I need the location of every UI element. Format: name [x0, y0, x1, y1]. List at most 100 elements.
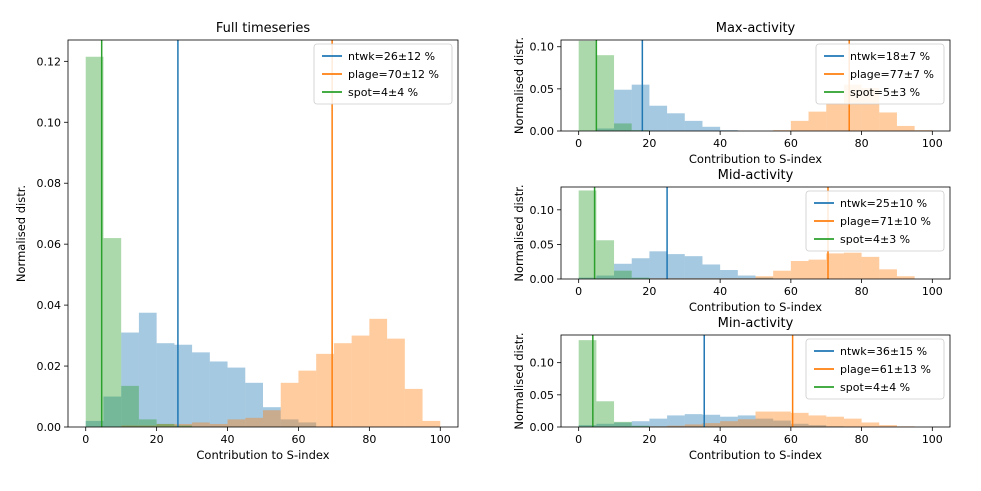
x-tick-label: 100 [922, 433, 943, 446]
chart-title: Mid-activity [718, 168, 794, 183]
y-tick-label: 0.10 [530, 41, 555, 54]
bar-plage [174, 423, 193, 427]
legend-entry-plage: plage=61±13 % [840, 363, 931, 376]
bar-plage [773, 411, 791, 427]
y-ticks: 0.00 0.05 0.10 [530, 41, 561, 138]
bar-ntwk [684, 120, 703, 131]
legend-entry-spot: spot=4±4 % [348, 86, 418, 99]
x-axis-label: Contribution to S-index [689, 152, 822, 166]
x-ticks: 0 20 40 60 80 100 [575, 131, 943, 150]
y-axis-label: Normalised distr. [512, 184, 526, 281]
bar-spot [121, 385, 139, 427]
bar-plage [720, 421, 738, 427]
bar-ntwk [578, 277, 597, 279]
legend-box [815, 43, 945, 105]
bar-ntwk [649, 105, 668, 131]
x-tick-label: 20 [642, 137, 656, 150]
bar-ntwk [720, 416, 738, 427]
bar-ntwk [684, 256, 703, 279]
bar-plage [138, 425, 157, 427]
bar-ntwk [174, 344, 193, 427]
chart-min: Min-activity 0 20 40 60 80 100 0.00 0.05 0.10 Cont… [512, 316, 951, 462]
bar-ntwk [702, 264, 721, 279]
bar-plage [667, 425, 685, 427]
bar-plage [333, 343, 352, 427]
bar-plage [808, 111, 827, 131]
bar-ntwk [720, 130, 738, 131]
y-ticks: 0.00 0.05 0.10 [530, 357, 561, 434]
bar-plage [684, 424, 703, 427]
x-tick-label: 60 [291, 433, 305, 446]
bar-plage [773, 270, 791, 279]
legend: ntwk=18±7 % plage=77±7 % spot=5±3 % [815, 43, 945, 105]
bar-plage [896, 125, 915, 131]
bar-ntwk [121, 332, 139, 427]
legend-entry-spot: spot=4±4 % [840, 381, 910, 394]
bars-ntwk [578, 414, 844, 427]
bar-plage [404, 388, 423, 427]
bar-ntwk [667, 415, 685, 427]
x-tick-label: 80 [855, 433, 869, 446]
y-tick-label: 0.06 [37, 238, 62, 251]
bar-plage [702, 423, 721, 427]
y-tick-label: 0.04 [37, 299, 62, 312]
bar-plage [790, 412, 809, 427]
bar-plage [896, 276, 915, 279]
bar-plage [245, 417, 263, 427]
x-tick-label: 20 [642, 433, 656, 446]
bar-ntwk [614, 263, 632, 279]
bar-ntwk [702, 126, 721, 131]
bar-ntwk [808, 425, 827, 427]
chart-title: Max-activity [716, 21, 796, 36]
legend-entry-ntwk: ntwk=18±7 % [850, 50, 930, 63]
bar-spot [614, 421, 632, 427]
bar-ntwk [649, 418, 668, 427]
bar-plage [826, 253, 844, 279]
y-ticks: 0.00 0.05 0.10 [530, 204, 561, 286]
bars-ntwk [578, 251, 774, 279]
axes-frame [560, 186, 951, 280]
bar-spot [631, 130, 650, 131]
bar-plage [879, 269, 897, 279]
bar-ntwk [631, 84, 650, 131]
bar-ntwk [227, 367, 246, 427]
bar-plage [121, 425, 139, 427]
bar-ntwk [596, 128, 615, 131]
chart-max: Max-activity 0 20 40 60 80 100 0.00 0.05 0.10 Cont… [512, 21, 951, 166]
chart-mid: Mid-activity 0 20 40 60 80 100 0.00 0.05 0.10 Cont… [512, 168, 951, 314]
x-tick-label: 100 [922, 137, 943, 150]
legend: ntwk=25±10 % plage=71±10 % spot=4±3 % [805, 190, 945, 252]
bars-spot [578, 40, 650, 132]
bar-ntwk [263, 407, 281, 427]
bar-ntwk [631, 258, 650, 279]
bars-spot [578, 340, 650, 427]
y-axis-label: Normalised distr. [512, 332, 526, 429]
bar-ntwk [614, 422, 632, 427]
bars-ntwk [85, 312, 317, 427]
bar-plage [351, 335, 370, 427]
bar-ntwk [755, 277, 774, 279]
y-tick-label: 0.10 [37, 116, 62, 129]
x-tick-label: 40 [713, 137, 727, 150]
bar-plage [156, 423, 175, 427]
bar-plage [263, 410, 281, 427]
legend-entry-spot: spot=5±3 % [850, 86, 920, 99]
bar-ntwk [614, 89, 632, 131]
bar-ntwk [103, 396, 122, 427]
x-tick-label: 20 [642, 285, 656, 298]
bar-spot [138, 419, 157, 427]
y-tick-label: 0.00 [37, 421, 62, 434]
axes-frame [560, 334, 951, 428]
legend-box [805, 190, 945, 252]
x-tick-label: 0 [82, 433, 89, 446]
x-tick-label: 100 [922, 285, 943, 298]
bar-spot [578, 190, 597, 279]
legend: ntwk=26±12 % plage=70±12 % spot=4±4 % [313, 43, 453, 105]
x-tick-label: 60 [784, 137, 798, 150]
bar-ntwk [737, 415, 756, 427]
y-tick-label: 0.02 [37, 360, 62, 373]
legend-entry-spot: spot=4±3 % [840, 233, 910, 246]
x-tick-label: 40 [713, 433, 727, 446]
bar-spot [578, 340, 597, 427]
